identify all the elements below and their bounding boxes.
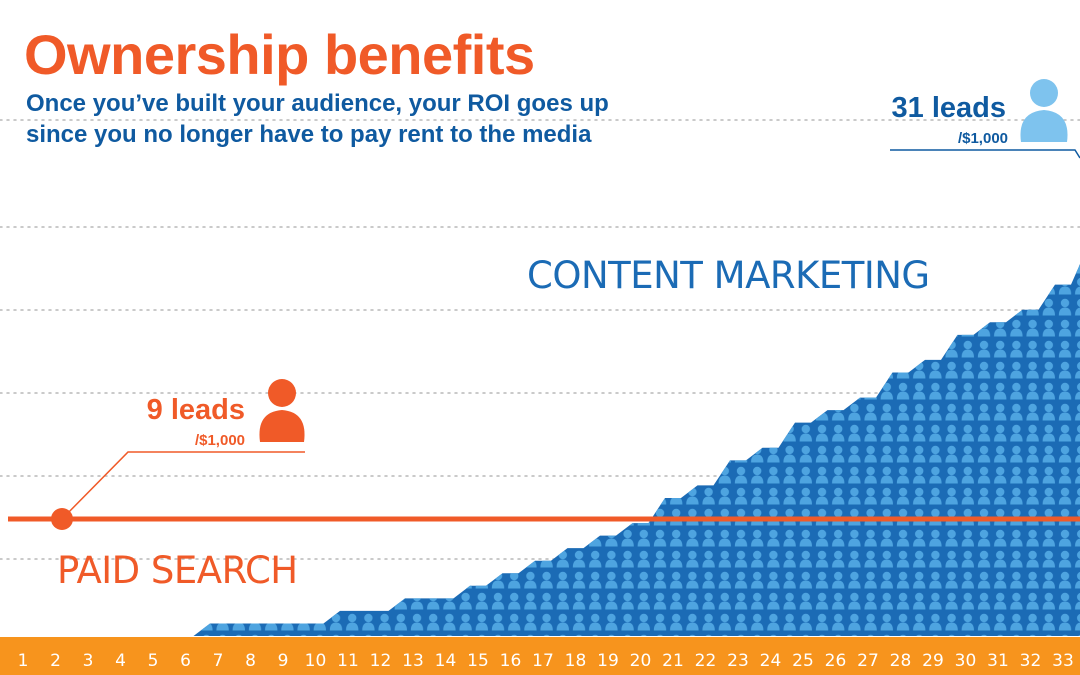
x-tick-label: 31	[987, 651, 1009, 671]
x-tick-label: 28	[890, 651, 912, 671]
paid-callout-line	[61, 451, 305, 520]
grid-lines	[0, 119, 1080, 560]
content-person-icon	[1020, 79, 1068, 142]
x-tick-label: 22	[695, 651, 717, 671]
x-tick-label: 2	[50, 651, 61, 671]
x-tick-label: 24	[760, 651, 782, 671]
person-body	[259, 410, 305, 442]
chart-labels: CONTENT MARKETING PAID SEARCH 9 leads /$1,0…	[57, 79, 1080, 592]
person-body	[1020, 110, 1068, 142]
series-label-paid-search: PAID SEARCH	[57, 549, 298, 592]
x-tick-label: 30	[955, 651, 977, 671]
x-tick-label: 17	[532, 651, 554, 671]
x-tick-label: 10	[305, 651, 327, 671]
x-tick-label: 29	[922, 651, 944, 671]
x-tick-label: 27	[857, 651, 879, 671]
content-leads-sublabel: /$1,000	[958, 130, 1008, 147]
x-tick-label: 19	[597, 651, 619, 671]
x-tick-label: 11	[337, 651, 359, 671]
x-tick-label: 18	[565, 651, 587, 671]
x-tick-label: 26	[825, 651, 847, 671]
paid-leads-sublabel: /$1,000	[195, 432, 245, 449]
series-label-content-marketing: CONTENT MARKETING	[527, 254, 930, 297]
x-tick-label: 3	[83, 651, 94, 671]
x-tick-label: 33	[1052, 651, 1074, 671]
x-tick-label: 15	[467, 651, 489, 671]
x-tick-label: 20	[630, 651, 652, 671]
paid-person-icon	[259, 379, 305, 442]
chart-subtitle: Once you’ve built your audience, your RO…	[26, 88, 726, 150]
x-tick-label: 14	[435, 651, 457, 671]
x-tick-label: 7	[213, 651, 224, 671]
x-tick-label: 16	[500, 651, 522, 671]
x-tick-label: 4	[115, 651, 126, 671]
x-axis-band	[0, 637, 1080, 675]
content-marketing-area	[0, 247, 1080, 636]
x-axis: 1 2 3 4 5 6 7 8 9 10 11 12 13 14 15 16 17 18 19 20 21 22 23 24 2…	[0, 637, 1080, 675]
x-tick-label: 6	[180, 651, 191, 671]
x-tick-label: 5	[148, 651, 159, 671]
chart-title: Ownership benefits	[24, 23, 535, 86]
subtitle-line-1: Once you’ve built your audience, your RO…	[26, 90, 609, 117]
x-tick-label: 32	[1020, 651, 1042, 671]
person-head	[1030, 79, 1058, 107]
x-tick-label: 8	[245, 651, 256, 671]
x-tick-label: 1	[18, 651, 29, 671]
subtitle-line-2: since you no longer have to pay rent to …	[26, 121, 592, 148]
x-tick-label: 21	[662, 651, 684, 671]
x-tick-label: 9	[278, 651, 289, 671]
people-pattern-icon	[0, 247, 1080, 636]
content-leads-label: 31 leads	[892, 92, 1006, 124]
x-tick-label: 25	[792, 651, 814, 671]
x-tick-label: 12	[370, 651, 392, 671]
person-head	[268, 379, 296, 407]
paid-leads-label: 9 leads	[147, 394, 245, 426]
content-callout-line	[890, 149, 1080, 159]
x-tick-label: 23	[727, 651, 749, 671]
x-tick-label: 13	[402, 651, 424, 671]
